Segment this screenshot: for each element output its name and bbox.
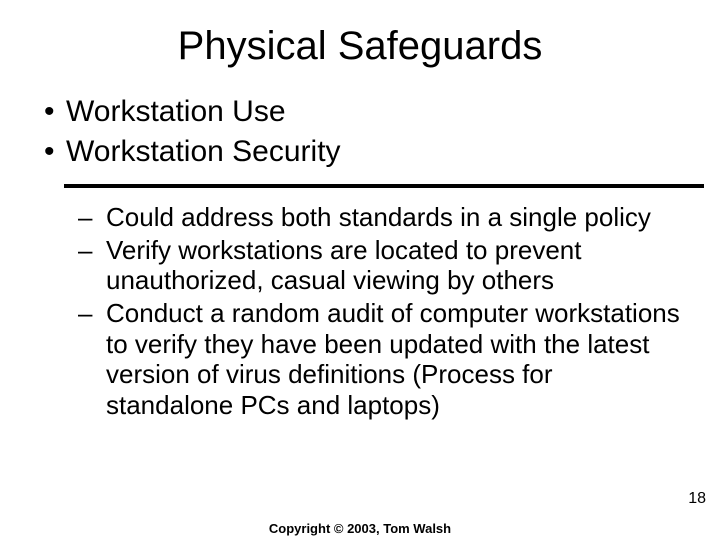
page-number: 18 <box>688 490 706 508</box>
slide-title: Physical Safeguards <box>40 24 680 69</box>
list-item: Conduct a random audit of computer works… <box>78 298 680 421</box>
list-item: Workstation Use <box>44 93 680 131</box>
bullet-list-level1: Workstation Use Workstation Security <box>44 93 680 170</box>
list-item: Verify workstations are located to preve… <box>78 235 680 296</box>
list-item: Could address both standards in a single… <box>78 202 680 233</box>
copyright-footer: Copyright © 2003, Tom Walsh <box>0 522 720 536</box>
slide: Physical Safeguards Workstation Use Work… <box>0 0 720 540</box>
divider-line <box>64 184 704 188</box>
bullet-list-level2: Could address both standards in a single… <box>78 202 680 421</box>
list-item: Workstation Security <box>44 133 680 171</box>
copyright-line: Copyright © 2003, Tom Walsh <box>0 522 720 536</box>
